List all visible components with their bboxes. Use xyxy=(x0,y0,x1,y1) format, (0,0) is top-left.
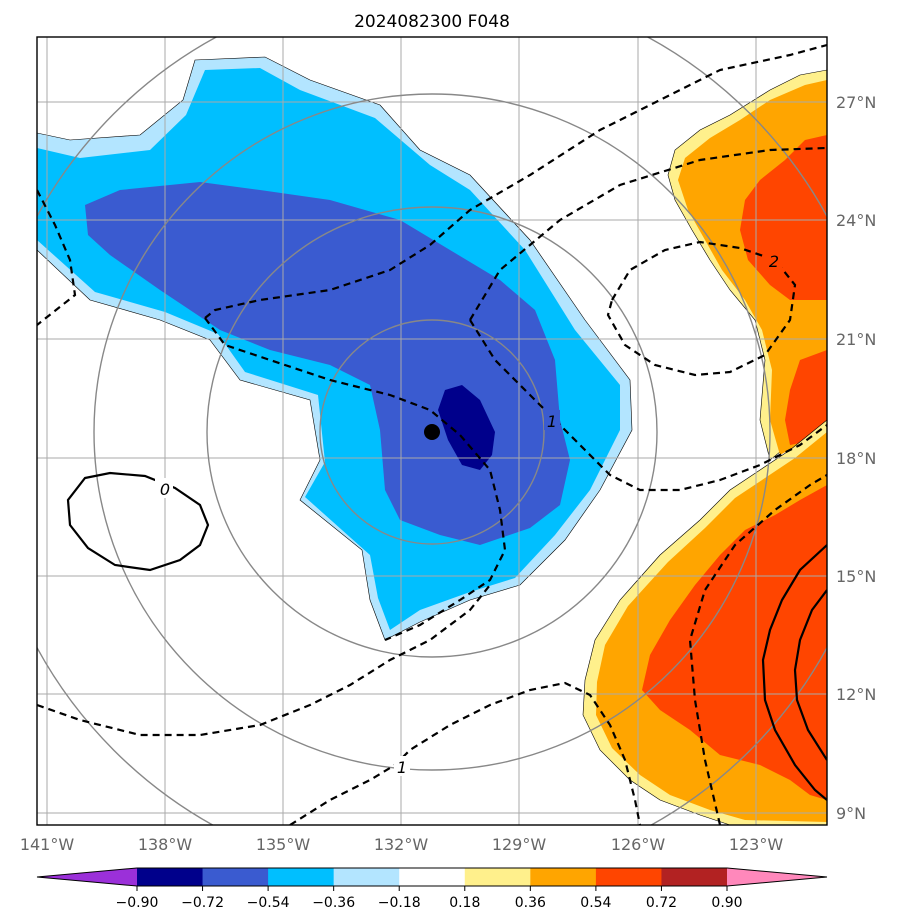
colorbar-bin xyxy=(268,868,335,886)
map-area: 0 1 1 2 xyxy=(37,37,827,825)
lon-tick: 138°W xyxy=(138,835,193,854)
lon-tick-labels: 141°W 138°W 135°W 132°W 129°W 126°W 123°… xyxy=(20,835,784,854)
lat-tick: 21°N xyxy=(836,330,876,349)
lon-tick: 129°W xyxy=(492,835,547,854)
colorbar-tick-label: −0.36 xyxy=(312,895,355,911)
colorbar-bin xyxy=(661,868,728,886)
colorbar-tick-label: 0.18 xyxy=(449,895,480,911)
lon-tick: 132°W xyxy=(374,835,429,854)
lat-tick: 27°N xyxy=(836,93,876,112)
lon-tick: 123°W xyxy=(729,835,784,854)
lat-tick: 24°N xyxy=(836,211,876,230)
colorbar: −0.90 −0.72 −0.54 −0.36 −0.18 0.18 0.36 0.54 0.7… xyxy=(36,867,828,911)
colorbar-tick-label: 0.90 xyxy=(711,895,742,911)
dashed-contours xyxy=(37,43,827,825)
colorbar-bin xyxy=(530,868,597,886)
colorbar-tick-label: −0.18 xyxy=(378,895,421,911)
colorbar-tick-label: −0.90 xyxy=(116,895,159,911)
colorbar-extend-high xyxy=(727,868,827,886)
colorbar-bin xyxy=(333,868,400,886)
lat-tick: 12°N xyxy=(836,685,876,704)
contour-label-1b: 1 xyxy=(397,758,407,777)
lon-tick: 141°W xyxy=(20,835,75,854)
colorbar-tick-label: −0.54 xyxy=(247,895,290,911)
solid-contours xyxy=(66,471,827,801)
lat-tick-labels: 27°N 24°N 21°N 18°N 15°N 12°N 9°N xyxy=(836,93,876,823)
colorbar-bin xyxy=(399,868,466,886)
colorbar-tick-label: −0.72 xyxy=(181,895,224,911)
colorbar-extend-low xyxy=(37,868,137,886)
negative-anomaly-region xyxy=(37,56,633,641)
colorbar-tick-label: 0.54 xyxy=(580,895,611,911)
colorbar-tick-label: 0.36 xyxy=(515,895,546,911)
positive-anomaly-region xyxy=(582,69,827,825)
contour-label-2: 2 xyxy=(769,252,779,271)
colorbar-bin xyxy=(137,868,204,886)
range-rings xyxy=(37,37,827,825)
lon-tick: 135°W xyxy=(256,835,311,854)
colorbar-bin xyxy=(595,868,662,886)
lat-tick: 15°N xyxy=(836,567,876,586)
contour-label-1a: 1 xyxy=(547,412,557,431)
chart-title: 2024082300 F048 xyxy=(354,12,510,32)
lon-tick: 126°W xyxy=(611,835,666,854)
storm-center-marker xyxy=(424,424,440,440)
colorbar-tick-label: 0.72 xyxy=(646,895,677,911)
contour-label-0: 0 xyxy=(160,480,170,499)
colorbar-bin xyxy=(464,868,531,886)
colorbar-bin xyxy=(202,868,269,886)
contour-labels: 0 1 1 2 xyxy=(155,250,782,777)
map-frame xyxy=(36,36,828,826)
lat-tick: 18°N xyxy=(836,449,876,468)
lat-tick: 9°N xyxy=(836,804,866,823)
